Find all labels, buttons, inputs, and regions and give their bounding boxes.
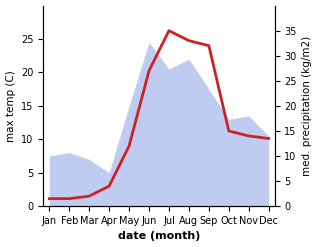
Y-axis label: med. precipitation (kg/m2): med. precipitation (kg/m2) [302, 36, 313, 176]
Y-axis label: max temp (C): max temp (C) [5, 70, 16, 142]
X-axis label: date (month): date (month) [118, 231, 200, 242]
